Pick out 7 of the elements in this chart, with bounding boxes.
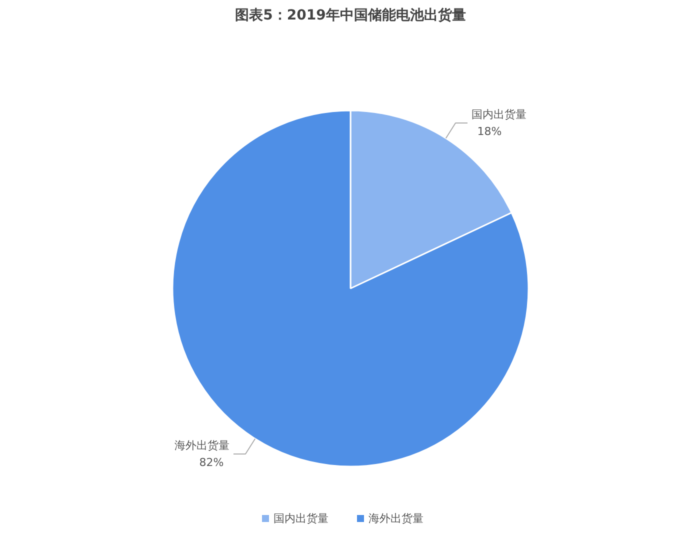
chart-title: 图表5：2019年中国储能电池出货量 xyxy=(235,8,466,24)
legend-label: 海外出货量 xyxy=(368,512,424,525)
data-label: 18% xyxy=(477,125,502,138)
legend-label: 国内出货量 xyxy=(274,512,328,525)
data-label: 82% xyxy=(199,456,224,469)
slice-label: 海外出货量 xyxy=(174,438,230,452)
slice-label: 国内出货量 xyxy=(472,108,527,122)
